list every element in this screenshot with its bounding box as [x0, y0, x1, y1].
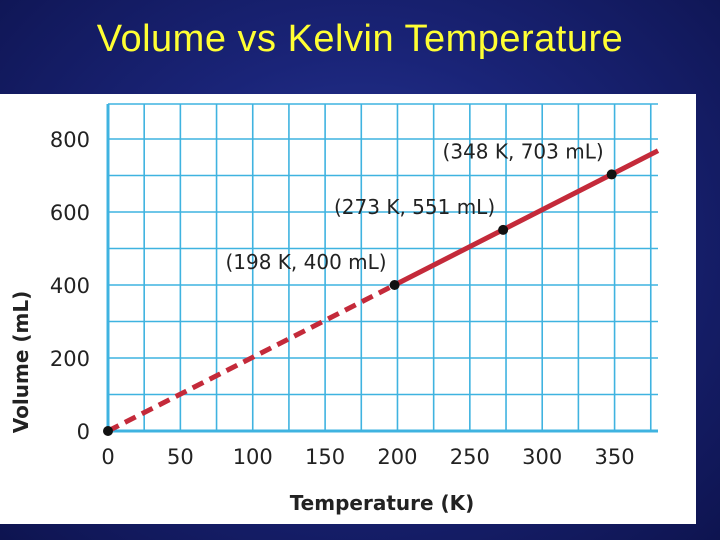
grid	[106, 103, 658, 433]
y-tick-label: 400	[50, 274, 90, 298]
x-tick-label: 100	[233, 445, 273, 469]
x-tick-label: 300	[522, 445, 562, 469]
volume-temperature-chart: 0 50 100 150 200 250 300 350 0 200 400 600 800 (198 …	[9, 103, 660, 515]
data-point	[389, 280, 400, 290]
data-point	[498, 224, 509, 235]
x-axis-title: Temperature (K)	[290, 491, 475, 515]
point-label: (273 K, 551 mL)	[334, 195, 495, 219]
extrapolated-line	[106, 282, 396, 434]
y-axis-title: Volume (mL)	[9, 291, 33, 433]
x-tick-label: 0	[101, 445, 114, 469]
chart-panel: 0 50 100 150 200 250 300 350 0 200 400 600 800 (198 …	[0, 94, 696, 524]
tick-labels: 0 50 100 150 200 250 300 350 0 200 400 600 800	[50, 128, 635, 469]
x-tick-label: 250	[450, 445, 490, 469]
data-series	[103, 148, 660, 436]
point-label: (198 K, 400 mL)	[225, 250, 386, 274]
data-point	[103, 426, 113, 436]
x-tick-label: 200	[377, 445, 417, 469]
y-tick-label: 600	[50, 201, 90, 225]
point-labels: (198 K, 400 mL) (273 K, 551 mL) (348 K, 70…	[225, 139, 603, 274]
y-tick-label: 0	[77, 420, 90, 444]
y-tick-label: 800	[50, 128, 90, 152]
data-point	[606, 169, 617, 180]
x-tick-label: 150	[305, 445, 345, 469]
y-tick-label: 200	[50, 347, 90, 371]
x-tick-label: 50	[167, 445, 194, 469]
slide-title: Volume vs Kelvin Temperature	[96, 18, 624, 60]
x-tick-label: 350	[595, 445, 635, 469]
point-label: (348 K, 703 mL)	[443, 139, 604, 163]
